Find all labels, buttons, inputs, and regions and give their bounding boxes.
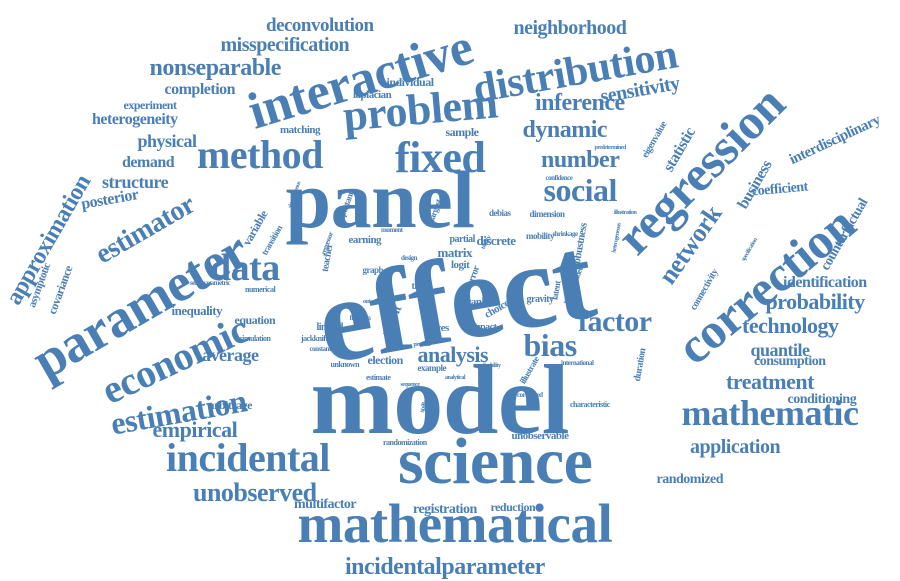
cloud-word-average: average: [202, 345, 259, 365]
cloud-word-randomization: randomization: [383, 438, 427, 447]
cloud-word-predetermined: predetermined: [594, 145, 627, 151]
cloud-word-jackknife: jackknife: [301, 334, 329, 343]
cloud-word-number: number: [541, 147, 620, 173]
cloud-word-mobility: mobility: [526, 230, 555, 241]
cloud-word-inequality: inequality: [171, 302, 223, 318]
cloud-word-correlated: correlated: [517, 390, 543, 399]
cloud-word-deconvolution: deconvolution: [266, 14, 374, 36]
cloud-word-science: science: [398, 425, 593, 498]
cloud-word-fixed: fixed: [395, 133, 486, 182]
cloud-word-logit: logit: [451, 258, 470, 271]
cloud-word-individual: individual: [386, 75, 435, 89]
cloud-word-bayes: bayes: [425, 321, 449, 334]
cloud-word-election: election: [367, 353, 404, 367]
cloud-word-model: model: [310, 344, 570, 455]
cloud-word-function: function: [349, 313, 371, 322]
cloud-word-mathematical: mathematical: [297, 492, 613, 554]
cloud-word-analytical: analytical: [445, 375, 466, 381]
cloud-word-unobservable: unobservable: [511, 429, 569, 442]
cloud-word-characteristic: characteristic: [570, 400, 610, 409]
cloud-word-design: design: [401, 253, 418, 262]
cloud-word-probability: probability: [765, 289, 866, 314]
cloud-word-identification: identification: [783, 274, 867, 291]
cloud-word-incidental: incidental: [166, 435, 330, 480]
cloud-word-physical: physical: [137, 131, 198, 151]
cloud-word-structure: structure: [102, 172, 169, 192]
cloud-word-matrix: matrix: [437, 244, 473, 260]
cloud-word-applicability: applicability: [475, 363, 501, 369]
cloud-word-incidentalparameter: incidentalparameter: [345, 554, 545, 580]
cloud-word-shrinkage: shrinkage: [552, 229, 579, 238]
cloud-word-data: data: [210, 247, 280, 289]
cloud-word-impact: impact: [470, 322, 497, 333]
cloud-word-technology: technology: [742, 313, 839, 338]
cloud-word-application: application: [690, 436, 781, 458]
cloud-word-coefficient: coefficient: [751, 179, 809, 200]
cloud-word-multifactor: multifactor: [294, 497, 357, 512]
cloud-word-laplacian: laplacian: [353, 88, 392, 101]
cloud-word-sample: sample: [445, 125, 480, 139]
cloud-word-duration: duration: [631, 347, 648, 383]
cloud-word-simulation: simulation: [239, 334, 272, 343]
cloud-word-neighborhood: neighborhood: [513, 17, 627, 39]
cloud-word-debias: debias: [489, 207, 511, 218]
cloud-word-nonseparable: nonseparable: [149, 55, 282, 81]
cloud-word-arbitrage: arbitrage: [208, 398, 253, 412]
cloud-word-rank: rank: [466, 295, 488, 308]
cloud-word-inference: inference: [535, 90, 625, 116]
cloud-word-partial: partial: [449, 234, 476, 245]
cloud-word-completion: completion: [164, 81, 236, 98]
cloud-word-illustration: illustration: [614, 210, 637, 216]
cloud-word-mathematic: mathematic: [681, 393, 859, 433]
cloud-word-demand: demand: [122, 154, 175, 171]
cloud-word-product: product: [413, 342, 431, 348]
cloud-word-constant: constant: [309, 344, 332, 353]
cloud-word-equation: equation: [234, 313, 276, 327]
cloud-word-quantile: quantile: [750, 340, 811, 360]
cloud-word-registration: registration: [413, 502, 477, 517]
cloud-word-estimate: estimate: [366, 373, 391, 382]
cloud-word-graph: graph: [362, 264, 384, 275]
cloud-word-reduction: reduction: [490, 500, 536, 514]
cloud-word-unknown: unknown: [330, 360, 360, 369]
cloud-word-empirical: empirical: [152, 417, 238, 442]
cloud-word-semiparametric: semiparametric: [190, 278, 231, 287]
cloud-word-randomized: randomized: [656, 472, 724, 487]
cloud-word-treatment: treatment: [726, 369, 814, 394]
cloud-word-heterogeneity: heterogeneity: [92, 111, 178, 128]
cloud-word-interdisciplinary: interdisciplinary: [787, 111, 883, 168]
cloud-word-sequence: sequence: [400, 382, 421, 388]
cloud-word-unobserved: unobserved: [193, 478, 317, 507]
cloud-word-approximation: approximation: [0, 170, 96, 310]
cloud-word-experiment: experiment: [123, 98, 177, 112]
cloud-word-dimension: dimension: [529, 208, 566, 219]
cloud-word-confidence: confidence: [545, 173, 573, 182]
cloud-word-matching: matching: [280, 123, 321, 136]
cloud-word-eigenvalue: eigenvalue: [639, 119, 670, 160]
cloud-word-factor: factor: [578, 305, 652, 338]
cloud-word-earning: earning: [348, 233, 382, 246]
cloud-word-conditioning: conditioning: [787, 392, 857, 407]
cloud-word-time: time: [411, 281, 429, 292]
cloud-word-analysis: analysis: [417, 342, 489, 367]
cloud-word-misspecification: misspecification: [220, 34, 350, 56]
cloud-word-outcome: outcome: [363, 299, 382, 305]
cloud-word-moment: moment: [381, 225, 403, 234]
cloud-word-discrete: discrete: [476, 232, 517, 248]
cloud-word-international: international: [561, 358, 594, 367]
cloud-word-dynamic: dynamic: [522, 117, 608, 143]
cloud-word-bias: bias: [523, 327, 578, 363]
cloud-word-panel: panel: [285, 154, 475, 245]
cloud-word-limited: limited: [316, 322, 344, 333]
cloud-word-example: example: [417, 362, 447, 373]
cloud-word-numerical: numerical: [245, 285, 276, 294]
cloud-word-social: social: [543, 172, 618, 208]
cloud-word-method: method: [197, 132, 323, 177]
cloud-word-gravity: gravity: [526, 294, 555, 305]
cloud-word-consumption: consumption: [754, 354, 826, 369]
